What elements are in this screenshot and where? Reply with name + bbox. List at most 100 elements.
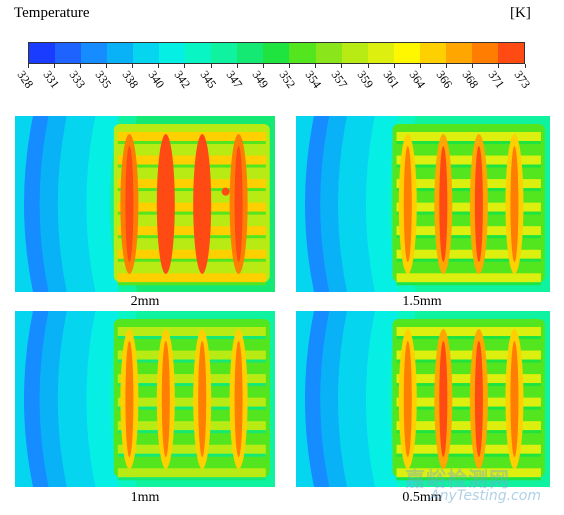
- colorbar-swatch: [315, 43, 342, 63]
- colorbar-tick-mark: [472, 64, 474, 68]
- fin-gap: [117, 141, 266, 144]
- hot-column-core: [198, 341, 207, 457]
- fin-stripe: [117, 468, 266, 478]
- fin-gap: [117, 359, 266, 363]
- fin-gap: [117, 164, 266, 168]
- fin-gap: [396, 453, 541, 457]
- fin-stripe: [396, 132, 541, 141]
- colorbar-title: Temperature: [14, 5, 90, 21]
- contour-field: [15, 311, 275, 487]
- colorbar-tick-label: 352: [276, 68, 298, 91]
- contour-field: [15, 116, 275, 292]
- colorbar-tick-mark: [132, 64, 134, 68]
- fin-gap: [117, 383, 266, 387]
- fin-stripe: [396, 273, 541, 283]
- fin-gap: [117, 258, 266, 262]
- fin-stripe: [117, 444, 266, 454]
- fin-stripe: [117, 132, 266, 141]
- fin-gap: [117, 235, 266, 239]
- hot-column-core: [403, 146, 412, 262]
- colorbar-tick-mark: [315, 64, 317, 68]
- fin-gap: [396, 336, 541, 339]
- fin-stripe: [396, 421, 541, 431]
- contour-panel-2mm: [15, 116, 275, 292]
- colorbar-swatch: [55, 43, 82, 63]
- colorbar-tick-mark: [158, 64, 160, 68]
- colorbar-tick-label: 364: [406, 68, 429, 91]
- colorbar-tick-mark: [236, 64, 238, 68]
- colorbar-tick-label: 331: [40, 68, 63, 91]
- colorbar-tick-mark: [498, 64, 500, 68]
- colorbar-tick-label: 340: [145, 68, 168, 91]
- fin-gap: [117, 430, 266, 434]
- fin-gap: [117, 336, 266, 339]
- fin-stripe: [117, 179, 266, 189]
- fin-stripe: [117, 421, 266, 431]
- fin-gap: [396, 164, 541, 168]
- colorbar-tick-mark: [446, 64, 448, 68]
- colorbar-tick-label: 357: [328, 68, 351, 91]
- colorbar-swatch: [133, 43, 160, 63]
- colorbar-tick-mark: [419, 64, 421, 68]
- colorbar-swatch: [107, 43, 134, 63]
- hot-column-core: [161, 146, 170, 262]
- colorbar-tick-label: 371: [485, 68, 508, 91]
- hot-column-core: [439, 341, 448, 457]
- colorbar-swatch: [237, 43, 264, 63]
- colorbar-tick-label: 347: [223, 68, 246, 91]
- watermark-site: AnyTesting.com: [430, 488, 541, 504]
- colorbar-swatch: [341, 43, 368, 63]
- hot-column-core: [474, 341, 483, 457]
- colorbar-tick-label: 368: [459, 68, 481, 91]
- colorbar-swatch: [289, 43, 316, 63]
- fin-stripe: [396, 202, 541, 212]
- colorbar-tick-label: 354: [302, 68, 325, 91]
- panel-caption-2mm: 2mm: [130, 294, 160, 309]
- watermark-logo: 嘉峪检测网: [405, 467, 510, 491]
- colorbar-tick-label: 342: [171, 68, 194, 91]
- hot-column-core: [198, 146, 207, 262]
- colorbar-tick-label: 361: [380, 68, 403, 91]
- colorbar-swatch: [29, 43, 56, 63]
- colorbar-tick-label: 349: [249, 68, 272, 91]
- colorbar-tick-label: 338: [119, 68, 141, 91]
- fin-gap: [396, 141, 541, 144]
- fin-stripe: [117, 155, 266, 165]
- fin-gap: [396, 235, 541, 239]
- colorbar-tick-mark: [27, 64, 29, 68]
- colorbar-tick-label: 373: [511, 68, 534, 91]
- colorbar-tick-label: 333: [66, 68, 89, 91]
- colorbar-tick-label: 345: [197, 68, 220, 91]
- fin-gap: [396, 406, 541, 410]
- panel-caption-1mm: 1mm: [130, 490, 160, 505]
- fin-stripe: [117, 249, 266, 259]
- fin-stripe: [117, 350, 266, 360]
- colorbar-tick-mark: [184, 64, 186, 68]
- hot-column-core: [474, 146, 483, 262]
- colorbar-swatch: [211, 43, 238, 63]
- colorbar-tick-mark: [105, 64, 107, 68]
- fin-stripe: [396, 249, 541, 259]
- fin-gap: [396, 188, 541, 192]
- fin-gap: [396, 258, 541, 262]
- fin-gap: [117, 282, 266, 286]
- colorbar-tick-mark: [289, 64, 291, 68]
- colorbar-tick-mark: [262, 64, 264, 68]
- contour-field: [296, 311, 550, 487]
- fin-stripe: [396, 444, 541, 454]
- colorbar-swatch: [393, 43, 420, 63]
- fin-stripe: [117, 374, 266, 384]
- contour-panel-1mm: [15, 311, 275, 487]
- colorbar-swatch: [419, 43, 446, 63]
- hot-column-core: [125, 146, 134, 262]
- fin-stripe: [117, 397, 266, 407]
- colorbar-swatch: [263, 43, 290, 63]
- colorbar-tick-label: 366: [433, 68, 455, 91]
- colorbar-swatch: [185, 43, 212, 63]
- fin-gap: [396, 359, 541, 363]
- hot-spot: [221, 187, 230, 196]
- colorbar-swatch: [471, 43, 498, 63]
- fin-stripe: [117, 327, 266, 336]
- colorbar-tick-mark: [53, 64, 55, 68]
- colorbar-tick-mark: [524, 64, 526, 68]
